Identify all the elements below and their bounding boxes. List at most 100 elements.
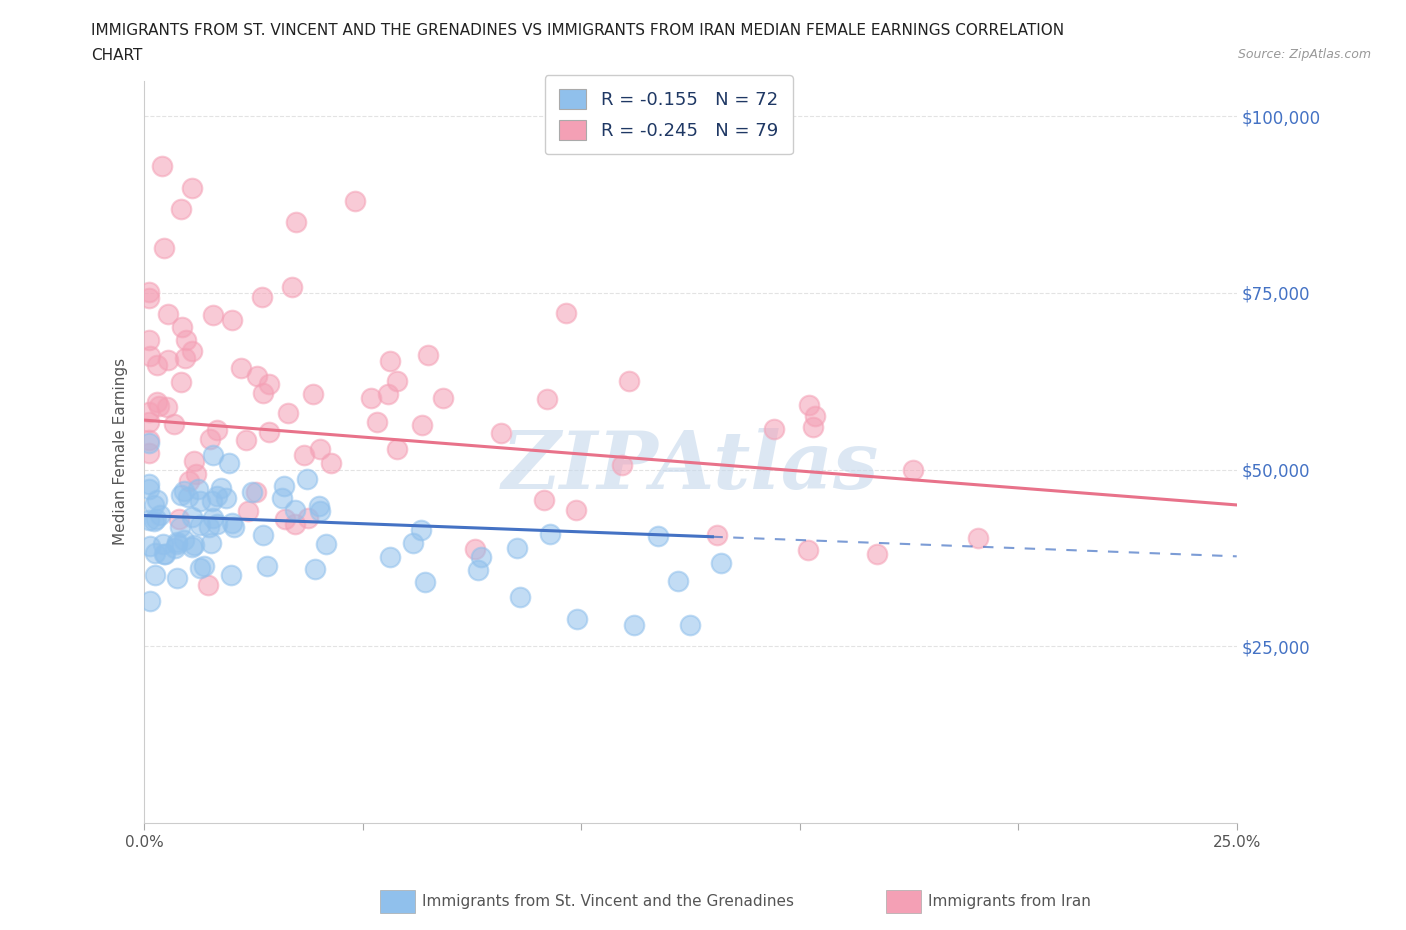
Point xyxy=(252,386,274,401)
Point xyxy=(252,527,274,542)
Point xyxy=(205,517,228,532)
Point xyxy=(146,492,169,507)
Point xyxy=(509,590,531,604)
Point xyxy=(188,493,211,508)
Point xyxy=(138,415,160,430)
Point xyxy=(366,415,388,430)
Point xyxy=(176,333,198,348)
Point xyxy=(180,539,202,554)
Point xyxy=(205,488,228,503)
Point xyxy=(799,397,821,412)
Point xyxy=(173,351,195,365)
Point xyxy=(284,502,307,517)
Point xyxy=(146,357,169,372)
Point xyxy=(200,432,222,447)
Point xyxy=(411,523,433,538)
Point xyxy=(193,558,215,573)
Point xyxy=(567,612,589,627)
Point xyxy=(319,456,342,471)
Point xyxy=(411,418,433,433)
Point xyxy=(308,503,330,518)
Point xyxy=(188,517,211,532)
Point xyxy=(209,481,232,496)
Point xyxy=(432,391,454,405)
Point xyxy=(221,567,243,582)
Point xyxy=(156,400,179,415)
Point xyxy=(207,423,229,438)
Point xyxy=(464,541,486,556)
Point xyxy=(901,462,924,477)
Point xyxy=(138,476,160,491)
Point xyxy=(170,320,193,335)
Point xyxy=(470,550,492,565)
Point xyxy=(183,538,205,552)
Point xyxy=(256,559,278,574)
Point xyxy=(221,312,243,327)
Point xyxy=(281,279,304,294)
Text: Immigrants from Iran: Immigrants from Iran xyxy=(928,894,1091,909)
Point xyxy=(153,546,176,561)
Point xyxy=(221,516,243,531)
Point xyxy=(402,536,425,551)
Point xyxy=(506,540,529,555)
Point xyxy=(139,593,162,608)
Point xyxy=(157,307,180,322)
Point xyxy=(565,503,588,518)
Point xyxy=(153,546,176,561)
Point xyxy=(271,490,294,505)
Point xyxy=(229,361,252,376)
Point xyxy=(152,537,174,551)
Point xyxy=(309,442,332,457)
Point xyxy=(378,354,401,369)
Point xyxy=(177,489,200,504)
Text: IMMIGRANTS FROM ST. VINCENT AND THE GRENADINES VS IMMIGRANTS FROM IRAN MEDIAN FE: IMMIGRANTS FROM ST. VINCENT AND THE GREN… xyxy=(91,23,1064,38)
Point xyxy=(138,285,160,299)
Point xyxy=(797,542,820,557)
Point xyxy=(762,421,785,436)
Point xyxy=(240,485,263,499)
Point xyxy=(173,484,195,498)
Point xyxy=(706,527,728,542)
Point xyxy=(292,448,315,463)
Point xyxy=(198,519,221,534)
Point xyxy=(166,535,188,550)
Point xyxy=(612,458,634,472)
Point xyxy=(138,538,160,553)
Text: Immigrants from St. Vincent and the Grenadines: Immigrants from St. Vincent and the Gren… xyxy=(422,894,794,909)
Point xyxy=(235,432,257,447)
Point xyxy=(181,510,204,525)
Point xyxy=(138,405,160,419)
Point xyxy=(257,377,280,392)
Text: CHART: CHART xyxy=(91,48,143,63)
Point xyxy=(377,387,399,402)
Point xyxy=(150,158,173,173)
Point xyxy=(138,482,160,497)
Point xyxy=(138,432,160,447)
Point xyxy=(166,570,188,585)
Point xyxy=(297,511,319,525)
Point xyxy=(344,193,367,208)
Point xyxy=(277,405,299,420)
Point xyxy=(201,447,224,462)
Legend: R = -0.155   N = 72, R = -0.245   N = 79: R = -0.155 N = 72, R = -0.245 N = 79 xyxy=(546,75,793,154)
Text: ZIPAtlas: ZIPAtlas xyxy=(502,428,879,506)
Point xyxy=(218,456,240,471)
Point xyxy=(284,516,307,531)
Y-axis label: Median Female Earnings: Median Female Earnings xyxy=(114,358,128,546)
Point xyxy=(138,290,160,305)
Point xyxy=(623,618,645,632)
Point xyxy=(143,514,166,529)
Point xyxy=(250,289,273,304)
Point xyxy=(187,482,209,497)
Point xyxy=(183,454,205,469)
Point xyxy=(304,562,326,577)
Point xyxy=(143,546,166,561)
Point xyxy=(190,560,212,575)
Point xyxy=(138,513,160,528)
Point xyxy=(145,512,167,527)
Point xyxy=(801,419,824,434)
Point xyxy=(157,353,180,368)
Point xyxy=(139,349,162,364)
Point xyxy=(710,555,733,570)
Point xyxy=(284,215,307,230)
